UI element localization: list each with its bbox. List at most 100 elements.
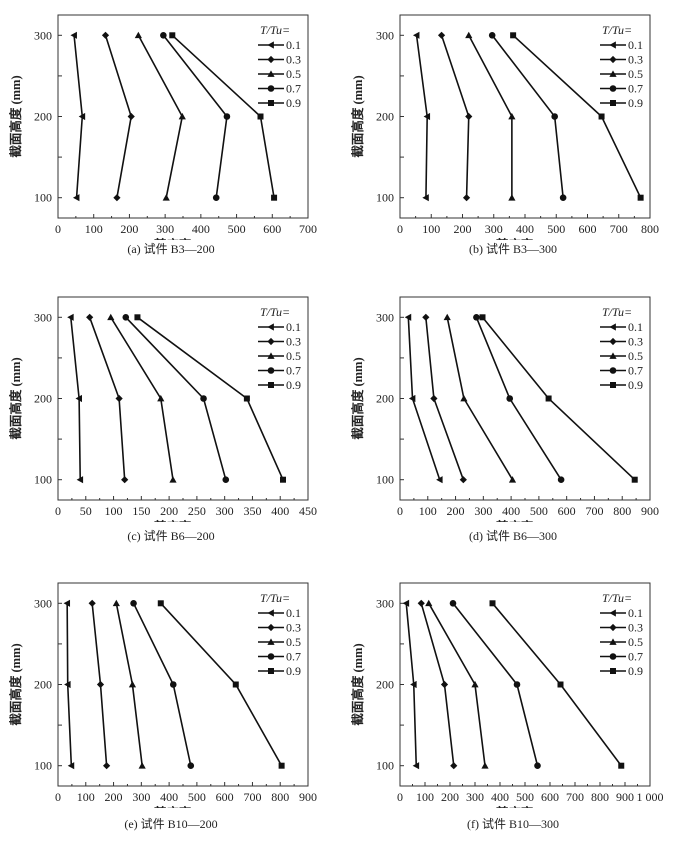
- legend-label: 0.5: [628, 635, 643, 649]
- legend-title: T/Tu=: [260, 591, 290, 605]
- circle-marker: [130, 600, 137, 607]
- y-tick-label: 300: [34, 28, 52, 42]
- left-triangle-marker: [64, 680, 71, 689]
- x-tick-label: 700: [566, 790, 584, 804]
- left-triangle-marker: [63, 599, 71, 607]
- legend-label: 0.3: [286, 621, 301, 635]
- y-tick-label: 200: [376, 678, 394, 692]
- diamond-marker: [609, 55, 617, 64]
- diamond-marker: [267, 55, 275, 64]
- triangle-marker: [471, 680, 479, 688]
- legend-label: 0.9: [286, 378, 301, 392]
- legend-label: 0.7: [286, 650, 301, 664]
- square-marker: [169, 32, 176, 39]
- legend-label: 0.7: [286, 82, 301, 96]
- legend-label: 0.7: [286, 364, 301, 378]
- left-triangle-marker: [412, 762, 420, 770]
- left-triangle-marker: [609, 323, 616, 331]
- x-tick-label: 700: [243, 790, 261, 804]
- x-tick-label: 400: [271, 504, 289, 518]
- left-triangle-marker: [422, 194, 429, 202]
- series-line: [137, 34, 184, 198]
- series-0.7: [122, 314, 230, 483]
- triangle-marker: [169, 476, 177, 483]
- x-tick-label: 0: [397, 504, 403, 518]
- series-0.1: [412, 31, 431, 202]
- series-0.1: [402, 599, 420, 770]
- series-line: [420, 603, 455, 766]
- left-triangle-marker: [267, 609, 274, 617]
- square-marker: [598, 113, 605, 120]
- x-tick-label: 600: [216, 790, 234, 804]
- circle-marker: [559, 194, 567, 201]
- x-tick-label: 300: [466, 790, 484, 804]
- subplot-caption: (d) 试件 B6—300: [469, 529, 557, 543]
- triangle-marker: [508, 112, 516, 120]
- triangle-marker: [267, 638, 275, 645]
- series-0.9: [169, 32, 278, 201]
- x-tick-label: 400: [502, 504, 520, 518]
- x-axis-label: 剪应变(με): [496, 237, 554, 240]
- series-0.7: [473, 314, 565, 483]
- legend-label: 0.1: [628, 320, 643, 334]
- x-tick-label: 200: [454, 222, 472, 236]
- legend-label: 0.5: [628, 349, 643, 363]
- left-triangle-marker: [436, 476, 443, 484]
- series-line: [452, 602, 539, 766]
- diamond-marker: [127, 112, 135, 121]
- circle-marker: [267, 653, 275, 660]
- x-axis-label: 剪应变(με): [154, 519, 212, 522]
- square-marker: [268, 668, 274, 674]
- circle-marker: [609, 653, 617, 660]
- circle-marker: [506, 395, 514, 402]
- x-tick-label: 300: [485, 222, 503, 236]
- subplot-caption: (f) 试件 B10—300: [467, 817, 559, 831]
- square-marker: [268, 382, 274, 388]
- x-tick-label: 0: [55, 222, 61, 236]
- x-tick-label: 100: [105, 504, 123, 518]
- x-axis-label: 剪应变(με): [496, 519, 554, 522]
- series-0.5: [425, 599, 489, 769]
- x-tick-label: 300: [474, 504, 492, 518]
- series-line: [115, 603, 143, 766]
- legend-label: 0.7: [628, 82, 643, 96]
- diamond-marker: [440, 680, 449, 689]
- y-tick-label: 300: [34, 310, 52, 324]
- left-triangle-marker: [67, 313, 74, 321]
- y-tick-label: 200: [34, 392, 52, 406]
- y-axis-label: 截面高度 (mm): [8, 75, 23, 157]
- circle-marker: [222, 476, 230, 483]
- circle-marker: [212, 194, 220, 201]
- series-0.3: [417, 599, 458, 770]
- y-tick-label: 100: [376, 759, 394, 773]
- square-marker: [134, 314, 141, 321]
- x-tick-label: 600: [558, 504, 576, 518]
- legend-label: 0.5: [628, 67, 643, 81]
- x-tick-label: 350: [243, 504, 261, 518]
- legend-label: 0.9: [286, 664, 301, 678]
- left-triangle-marker: [72, 194, 80, 202]
- triangle-marker: [162, 194, 170, 201]
- series-0.5: [107, 313, 177, 483]
- x-tick-label: 500: [547, 222, 565, 236]
- x-tick-label: 600: [541, 790, 559, 804]
- legend-title: T/Tu=: [260, 23, 290, 37]
- triangle-marker: [267, 352, 275, 359]
- x-tick-label: 200: [441, 790, 459, 804]
- square-marker: [637, 194, 644, 201]
- series-0.3: [437, 31, 473, 202]
- legend-label: 0.1: [628, 606, 643, 620]
- y-tick-label: 200: [34, 678, 52, 692]
- square-marker: [610, 382, 616, 388]
- subplot: 0 100 200 300 400 500 600 700 800 900 100 200 300 剪应变…: [0, 568, 342, 853]
- legend-label: 0.1: [628, 38, 643, 52]
- square-marker: [510, 32, 517, 39]
- circle-marker: [557, 476, 565, 483]
- x-tick-label: 900: [616, 790, 634, 804]
- y-axis-label: 截面高度 (mm): [8, 357, 23, 439]
- x-tick-label: 800: [641, 222, 659, 236]
- triangle-marker: [425, 599, 433, 607]
- x-tick-label: 700: [610, 222, 628, 236]
- legend-label: 0.3: [628, 335, 643, 349]
- diamond-marker: [459, 476, 467, 484]
